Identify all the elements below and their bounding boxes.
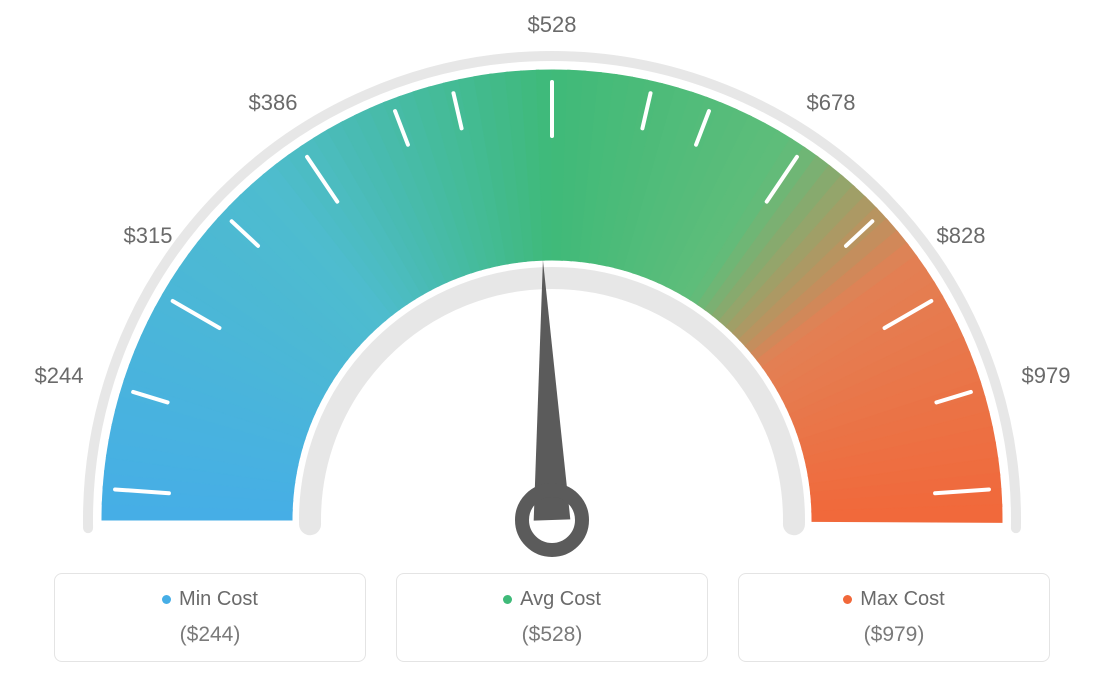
legend-title-avg: Avg Cost — [503, 588, 601, 611]
legend-title-max: Max Cost — [843, 588, 944, 611]
legend-title-min: Min Cost — [162, 588, 258, 611]
gauge-needle — [534, 260, 571, 520]
legend-row: Min Cost ($244) Avg Cost ($528) Max Cost… — [0, 573, 1104, 662]
legend-value-max: ($979) — [739, 623, 1049, 647]
gauge-tick-label: $315 — [124, 223, 173, 248]
gauge-tick-label: $244 — [35, 363, 84, 388]
dot-icon — [843, 595, 852, 604]
legend-card-min: Min Cost ($244) — [54, 573, 366, 662]
cost-gauge: $244 $315 $386 $528 $678 $828 $979 — [0, 0, 1104, 560]
legend-label: Min Cost — [179, 588, 258, 611]
legend-label: Max Cost — [860, 588, 944, 611]
gauge-tick-label: $386 — [249, 90, 298, 115]
legend-card-max: Max Cost ($979) — [738, 573, 1050, 662]
legend-card-avg: Avg Cost ($528) — [396, 573, 708, 662]
dot-icon — [162, 595, 171, 604]
gauge-tick-label: $528 — [528, 12, 577, 37]
legend-value-min: ($244) — [55, 623, 365, 647]
gauge-tick-label: $678 — [807, 90, 856, 115]
legend-value-avg: ($528) — [397, 623, 707, 647]
dot-icon — [503, 595, 512, 604]
gauge-tick-label: $979 — [1022, 363, 1071, 388]
gauge-tick-label: $828 — [937, 223, 986, 248]
legend-label: Avg Cost — [520, 588, 601, 611]
